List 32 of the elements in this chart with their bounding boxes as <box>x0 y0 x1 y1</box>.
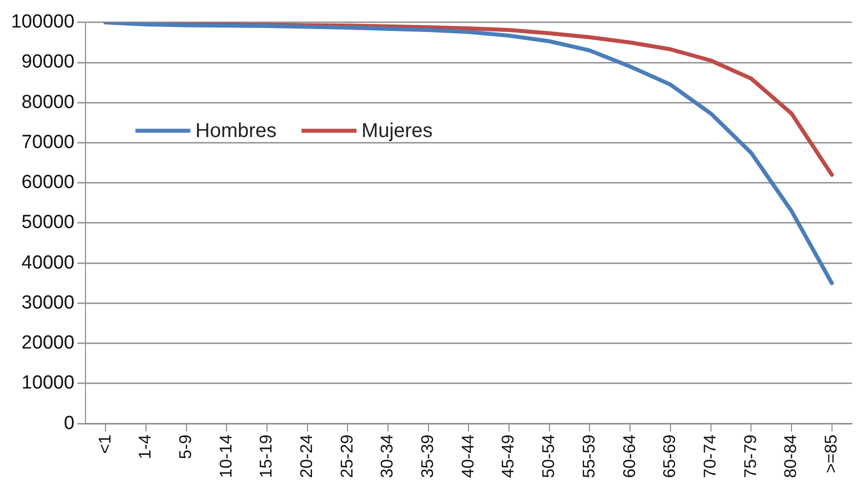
y-tick-label: 20000 <box>22 332 74 354</box>
x-tick-label: 60-64 <box>620 434 639 478</box>
y-tick-label: 0 <box>64 412 74 434</box>
y-tick-label: 30000 <box>22 292 74 314</box>
y-tick-label: 100000 <box>10 12 74 33</box>
x-tick-label: 30-34 <box>378 434 397 478</box>
x-tick-label: 5-9 <box>176 434 195 460</box>
x-tick-label: 45-49 <box>498 434 518 478</box>
y-tick-label: 80000 <box>22 92 74 113</box>
y-tick-label: 60000 <box>22 172 74 194</box>
x-tick-label: 75-79 <box>740 434 760 478</box>
x-tick-label: >=85 <box>822 434 841 474</box>
y-tick-label: 70000 <box>22 132 74 153</box>
x-tick-label: 65-69 <box>660 434 680 478</box>
x-tick-label: 80-84 <box>781 434 800 478</box>
legend-label: Mujeres <box>362 120 433 142</box>
x-tick-label: 25-29 <box>337 434 356 478</box>
x-tick-label: 55-59 <box>579 434 598 478</box>
x-tick-label: <1 <box>95 434 114 454</box>
x-tick-label: 15-19 <box>256 434 276 478</box>
y-tick-label: 40000 <box>22 252 74 274</box>
y-tick-label: 50000 <box>22 212 74 234</box>
x-tick-label: 1-4 <box>136 434 155 460</box>
x-tick-label: 35-39 <box>418 434 438 478</box>
y-tick-label: 90000 <box>22 52 74 73</box>
x-tick-label: 50-54 <box>539 434 558 478</box>
y-tick-label: 10000 <box>22 372 74 394</box>
x-tick-label: 20-24 <box>297 434 316 478</box>
x-tick-label: 70-74 <box>700 434 720 478</box>
x-tick-label: 10-14 <box>216 434 236 478</box>
legend-label: Hombres <box>195 120 277 142</box>
x-tick-label: 40-44 <box>458 434 478 478</box>
